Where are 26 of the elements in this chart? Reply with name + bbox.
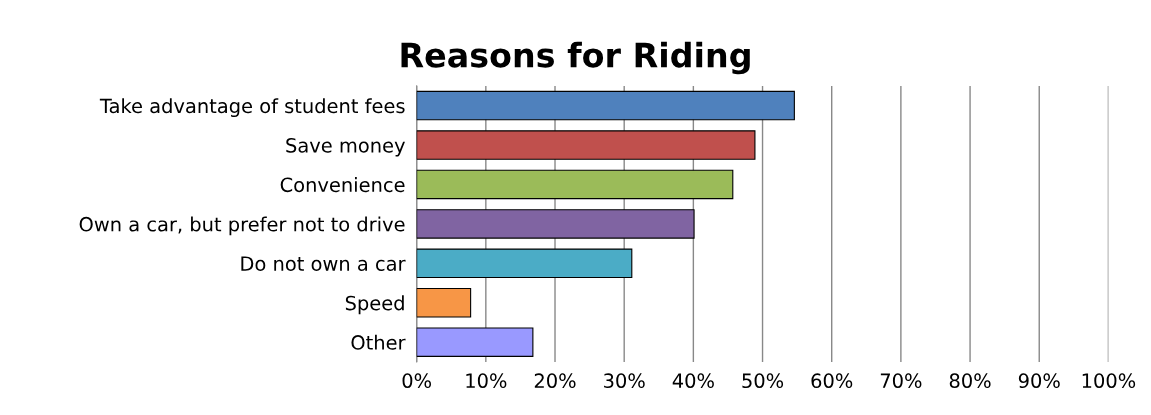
x-tick-label: 10% (466, 373, 507, 389)
x-tick-label: 70% (880, 373, 922, 389)
x-tick-label: 90% (1018, 373, 1060, 389)
bar (416, 327, 534, 357)
bar (416, 248, 633, 279)
y-tick-label: Do not own a car (241, 256, 406, 271)
x-tick-label: 80% (949, 373, 991, 389)
bar (416, 169, 734, 200)
x-tick-label: 60% (811, 373, 853, 389)
y-tick-label: Own a car, but prefer not to drive (79, 216, 405, 236)
bar (416, 130, 756, 160)
x-tick-label: 20% (534, 373, 576, 389)
x-tick-label: 50% (742, 373, 784, 389)
chart-title: Reasons for Riding (401, 41, 750, 75)
x-tick-label: 0% (402, 373, 432, 389)
x-tick-label: 100% (1082, 373, 1136, 389)
y-tick-label: Take advantage of student fees (99, 98, 405, 118)
bar (416, 287, 472, 318)
x-tick-label: 40% (672, 373, 714, 389)
y-tick-label: Save money (286, 138, 405, 157)
bar (416, 90, 795, 121)
y-tick-label: Speed (345, 295, 404, 315)
bar (416, 209, 695, 239)
x-tick-label: 30% (604, 373, 645, 389)
y-tick-label: Other (351, 334, 406, 350)
y-tick-label: Convenience (280, 177, 405, 193)
